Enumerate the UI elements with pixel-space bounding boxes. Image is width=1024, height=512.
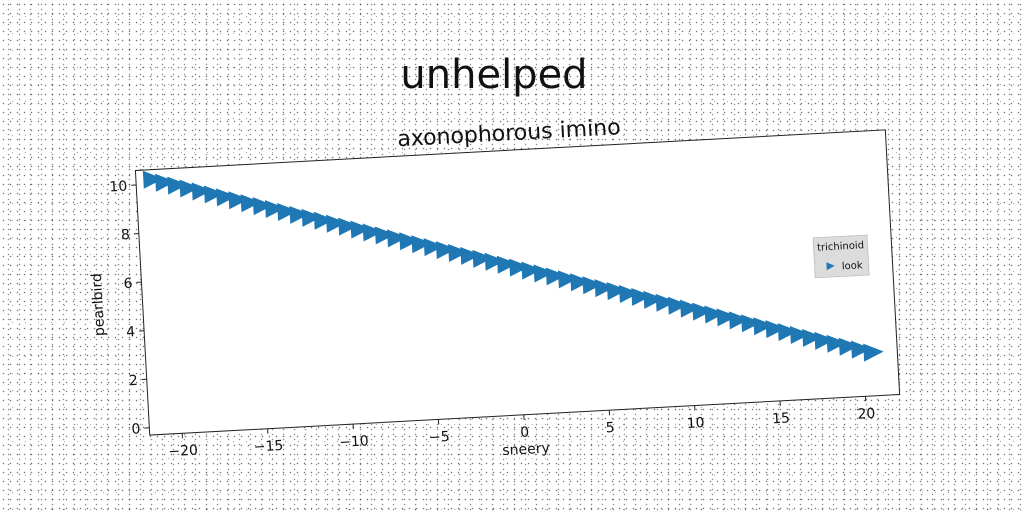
data-point-marker — [533, 264, 554, 283]
data-point-marker — [496, 255, 518, 274]
data-point-marker — [142, 170, 164, 189]
y-tick-label: 4 — [126, 324, 136, 340]
data-point-marker — [484, 252, 506, 271]
y-tick-label: 10 — [109, 179, 128, 196]
data-point-marker — [838, 337, 860, 356]
y-axis-label: pearlbird — [89, 273, 108, 337]
data-point-marker — [643, 290, 664, 309]
data-point-marker — [191, 182, 213, 201]
data-point-marker — [313, 211, 335, 230]
data-point-marker — [692, 302, 713, 321]
data-point-marker — [680, 299, 701, 318]
data-point-marker — [167, 176, 188, 195]
data-point-marker — [850, 340, 872, 359]
data-point-marker — [704, 305, 725, 324]
x-tick-label: 10 — [686, 415, 705, 432]
data-point-marker — [741, 314, 762, 333]
data-point-marker — [435, 241, 457, 260]
legend-entry-look: look — [842, 260, 864, 272]
data-point-marker — [728, 311, 750, 330]
x-tick-label: −10 — [339, 433, 369, 451]
data-point-marker — [826, 334, 848, 353]
data-point-marker — [765, 320, 786, 339]
legend-marker-look — [826, 262, 835, 271]
data-point-marker — [240, 194, 261, 213]
data-point-marker — [216, 188, 237, 207]
legend-title: trichinoid — [817, 240, 865, 254]
x-tick-label: −5 — [429, 429, 450, 446]
data-point-marker — [155, 173, 176, 192]
data-point-marker — [252, 197, 274, 216]
x-tick-label: −20 — [168, 443, 198, 461]
data-point-marker — [411, 235, 432, 254]
chart-suptitle: unhelped — [400, 52, 587, 98]
data-point-marker — [863, 343, 884, 362]
data-point-marker — [448, 244, 469, 262]
data-point-marker — [606, 282, 628, 301]
data-point-marker — [545, 267, 567, 286]
data-point-marker — [521, 261, 542, 280]
x-tick-label: 0 — [520, 425, 530, 441]
x-tick-label: −15 — [253, 438, 283, 456]
data-point-marker — [325, 214, 347, 233]
rotated-axes-group: axonophorous imino −20 −15 −10 −5 0 5 10 15 20 0… — [89, 115, 901, 461]
data-point-marker — [667, 296, 689, 315]
data-point-marker — [423, 238, 445, 257]
data-point-marker — [472, 249, 493, 268]
y-tick-label: 8 — [121, 227, 131, 243]
x-tick-label: 15 — [772, 410, 791, 427]
y-tick-label: 2 — [128, 373, 138, 389]
data-point-marker — [802, 328, 823, 347]
data-point-marker — [350, 220, 371, 239]
data-point-marker — [557, 270, 579, 289]
x-tick-label: 5 — [605, 420, 615, 436]
data-point-marker — [618, 285, 640, 304]
x-tick-label: 20 — [857, 406, 876, 423]
data-point-marker — [789, 326, 811, 345]
data-point-marker — [655, 293, 677, 312]
data-point-marker — [374, 226, 396, 245]
data-point-marker — [277, 203, 298, 221]
x-axis-label: sneery — [502, 440, 550, 459]
y-tick-label: 0 — [131, 421, 141, 437]
series-look-markers — [142, 170, 884, 362]
data-point-marker — [509, 258, 530, 277]
x-axis-ticks: −20 −15 −10 −5 0 5 10 15 20 — [168, 396, 876, 461]
legend: trichinoid look — [812, 234, 870, 279]
data-point-marker — [301, 208, 323, 227]
data-point-marker — [814, 331, 835, 350]
data-point-marker — [399, 232, 420, 251]
y-tick-label: 6 — [123, 276, 133, 292]
data-point-marker — [753, 317, 774, 336]
data-point-marker — [582, 276, 603, 295]
plot-frame — [134, 129, 901, 436]
data-point-marker — [203, 185, 225, 204]
data-point-marker — [777, 323, 799, 342]
data-point-marker — [594, 279, 616, 298]
data-point-marker — [631, 287, 652, 306]
data-point-marker — [716, 308, 738, 327]
data-point-marker — [228, 191, 249, 210]
data-point-marker — [387, 229, 408, 248]
data-point-marker — [289, 205, 310, 224]
data-point-marker — [460, 246, 481, 265]
data-point-marker — [362, 223, 384, 242]
data-point-marker — [338, 217, 359, 236]
y-axis-ticks: 0 2 4 6 8 10 — [109, 179, 150, 438]
data-point-marker — [179, 179, 200, 198]
data-point-marker — [570, 273, 591, 292]
data-point-marker — [264, 200, 286, 219]
